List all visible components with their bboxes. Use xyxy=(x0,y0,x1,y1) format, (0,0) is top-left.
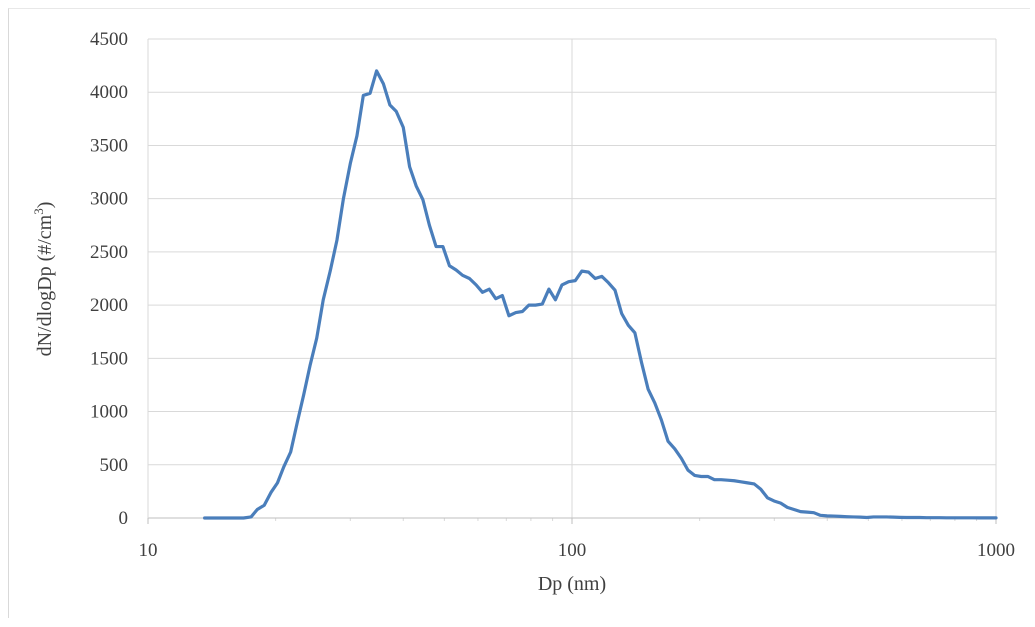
y-tick-label: 0 xyxy=(119,508,129,529)
series-layer xyxy=(203,69,998,520)
y-tick-label: 4000 xyxy=(90,82,128,103)
y-axis-label-sup: 3 xyxy=(31,208,46,215)
y-axis-label-main: dN/dlogDp (#/cm xyxy=(34,214,56,356)
y-tick-label: 500 xyxy=(100,455,129,476)
series-line xyxy=(203,69,998,520)
y-tick-label: 3500 xyxy=(90,135,128,156)
y-axis-label-close: ) xyxy=(34,202,56,209)
tick-labels: 0 500 1000 1500 2000 2500 3000 3500 4000 4500 10 10… xyxy=(90,29,1015,561)
grid-lines xyxy=(148,38,997,518)
x-axis-label: Dp (nm) xyxy=(538,573,606,595)
x-tick-label: 10 xyxy=(139,540,158,561)
chart-frame xyxy=(8,8,1030,618)
y-tick-label: 2000 xyxy=(90,295,128,316)
y-tick-label: 1500 xyxy=(90,348,128,369)
y-tick-label: 4500 xyxy=(90,29,128,50)
y-tick-label: 1000 xyxy=(90,402,128,423)
y-axis-label: dN/dlogDp (#/cm3) xyxy=(31,202,56,357)
y-tick-label: 3000 xyxy=(90,189,128,210)
x-tick-label: 1000 xyxy=(977,540,1015,561)
x-tick-label: 100 xyxy=(558,540,587,561)
y-tick-label: 2500 xyxy=(90,242,128,263)
